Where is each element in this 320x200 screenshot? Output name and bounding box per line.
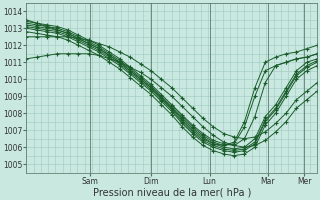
X-axis label: Pression niveau de la mer( hPa ): Pression niveau de la mer( hPa ): [92, 187, 251, 197]
